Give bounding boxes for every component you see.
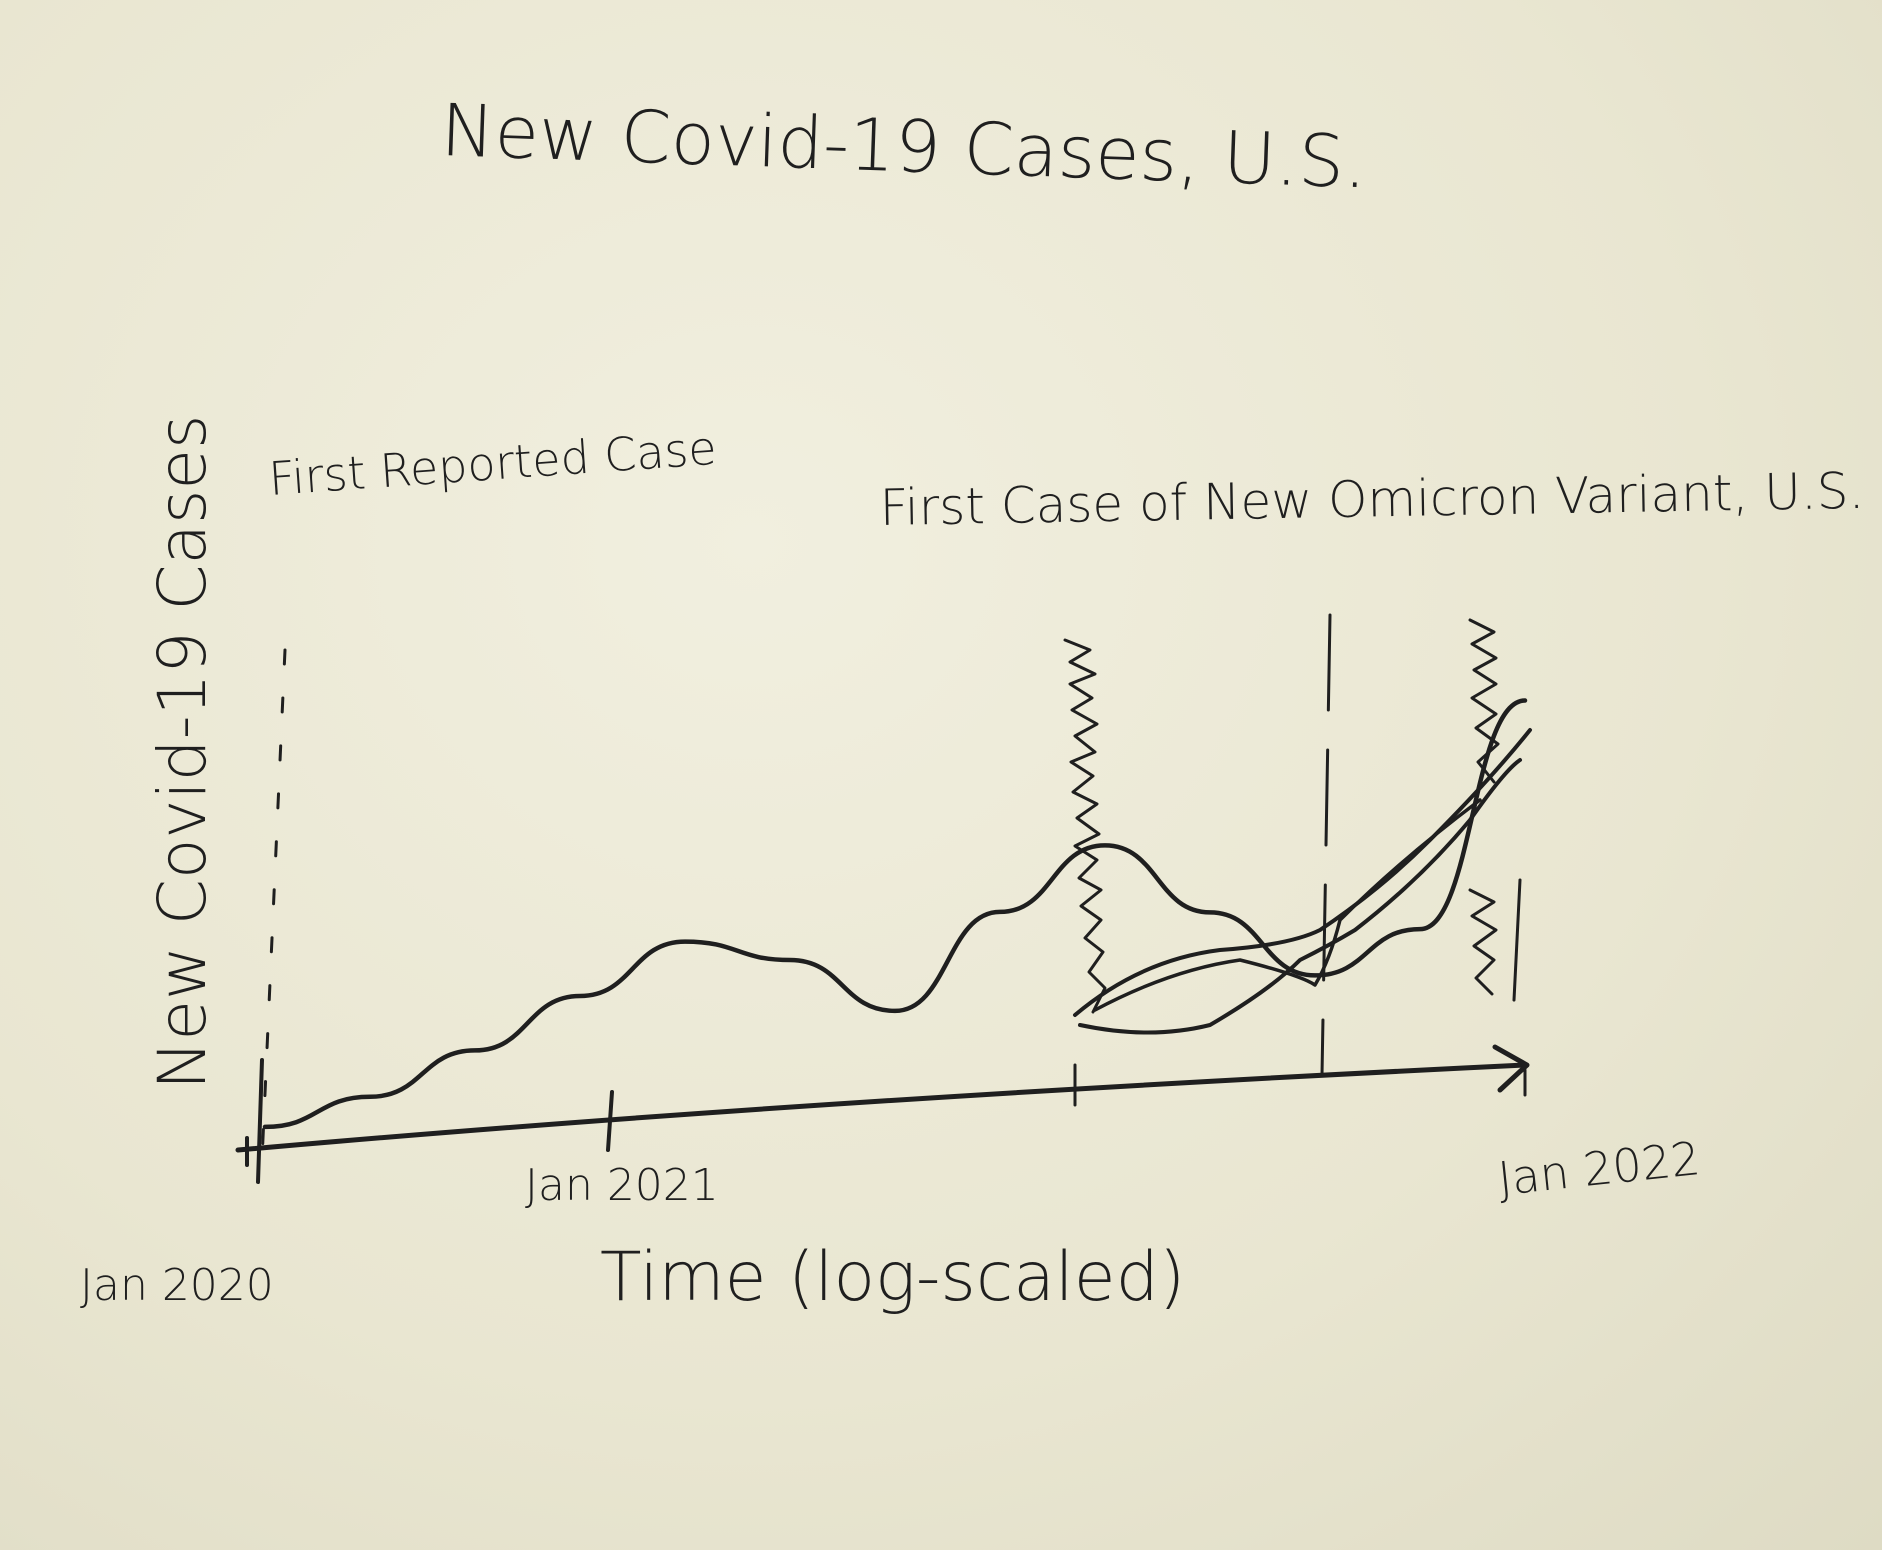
y-axis-label: New Covid-19 Cases [144, 415, 221, 1090]
annotation-line-omicron [1320, 613, 1332, 1077]
scribble-left [1063, 638, 1107, 1014]
annotation-omicron: First Case of New Omicron Variant, U.S. [879, 462, 1865, 537]
overdrawn-line-1 [1073, 728, 1532, 1017]
x-tick-label-jan-2020: Jan 2020 [80, 1260, 274, 1311]
overdrawn-line-3 [1093, 798, 1482, 1012]
x-axis-label: Time (log-scaled) [600, 1238, 1185, 1317]
x-tick-jan-2021 [606, 1090, 614, 1152]
x-tick-label-jan-2021: Jan 2021 [525, 1160, 719, 1211]
x-axis-arrowhead [1492, 1044, 1530, 1093]
annotation-first-reported-case: First Reported Case [267, 421, 718, 506]
x-axis [235, 1062, 1528, 1153]
y-axis [256, 1058, 264, 1184]
chart-title: New Covid-19 Cases, U.S. [439, 88, 1368, 204]
annotation-line-first-case [260, 648, 287, 1162]
x-tick-label-jan-2022: Jan 2022 [1496, 1131, 1703, 1206]
overdrawn-line-2 [1078, 758, 1522, 1035]
scribble-right [1468, 618, 1522, 1002]
series-line [262, 698, 1528, 1130]
